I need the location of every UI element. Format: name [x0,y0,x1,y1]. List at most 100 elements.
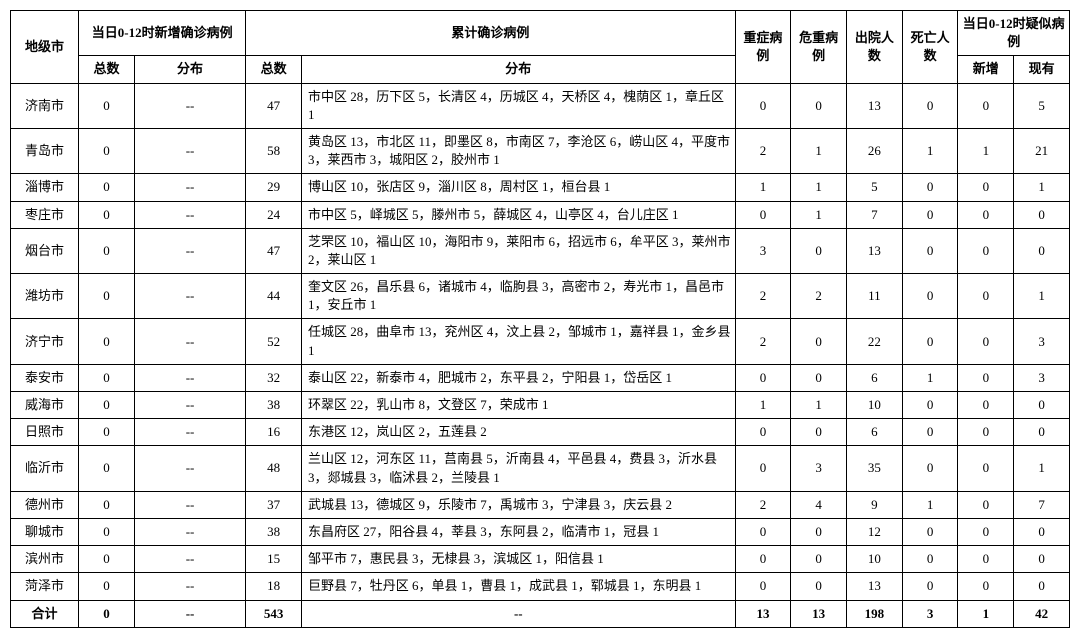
cell-cum-total: 29 [246,174,302,201]
cell-severe: 2 [735,274,791,319]
cell-discharged: 11 [847,274,903,319]
table-row: 临沂市0--48兰山区 12，河东区 11，莒南县 5，沂南县 4，平邑县 4，… [11,446,1070,491]
cell-cum-dist: 奎文区 26，昌乐县 6，诸城市 4，临朐县 3，高密市 2，寿光市 1，昌邑市… [302,274,736,319]
cell-cum-total: 38 [246,518,302,545]
cell-critical: 3 [791,446,847,491]
cell-add-dist: -- [134,83,245,128]
cell-susp-new: 0 [958,446,1014,491]
cell-critical: 0 [791,546,847,573]
cell-critical: 1 [791,174,847,201]
cell-deaths: 0 [902,274,958,319]
cell-deaths: 3 [902,600,958,627]
hdr-added-total: 总数 [79,56,135,83]
cell-cum-total: 16 [246,419,302,446]
cell-add-total: 0 [79,546,135,573]
cell-critical: 1 [791,392,847,419]
cell-discharged: 6 [847,364,903,391]
cell-susp-new: 0 [958,201,1014,228]
hdr-susp-new: 新增 [958,56,1014,83]
cell-discharged: 198 [847,600,903,627]
cell-add-total: 0 [79,83,135,128]
cell-susp-cur: 7 [1014,491,1070,518]
cell-add-dist: -- [134,546,245,573]
cell-city: 滨州市 [11,546,79,573]
cell-critical: 0 [791,518,847,545]
cell-severe: 0 [735,364,791,391]
table-row: 枣庄市0--24市中区 5，峄城区 5，滕州市 5，薛城区 4，山亭区 4，台儿… [11,201,1070,228]
cell-cum-total: 37 [246,491,302,518]
cell-susp-new: 0 [958,274,1014,319]
cell-severe: 13 [735,600,791,627]
cell-susp-new: 1 [958,128,1014,173]
cell-cum-dist: -- [302,600,736,627]
cell-severe: 0 [735,83,791,128]
cell-add-total: 0 [79,518,135,545]
cell-susp-new: 0 [958,228,1014,273]
cell-add-dist: -- [134,518,245,545]
cell-deaths: 1 [902,128,958,173]
cell-susp-cur: 0 [1014,201,1070,228]
cell-severe: 3 [735,228,791,273]
cell-discharged: 9 [847,491,903,518]
cell-city: 威海市 [11,392,79,419]
cell-add-total: 0 [79,228,135,273]
cell-discharged: 10 [847,546,903,573]
hdr-added-group: 当日0-12时新增确诊病例 [79,11,246,56]
cell-city: 枣庄市 [11,201,79,228]
table-row: 青岛市0--58黄岛区 13，市北区 11，即墨区 8，市南区 7，李沧区 6，… [11,128,1070,173]
cell-cum-dist: 巨野县 7，牡丹区 6，单县 1，曹县 1，成武县 1，郓城县 1，东明县 1 [302,573,736,600]
hdr-discharged: 出院人数 [847,11,903,84]
cell-deaths: 0 [902,228,958,273]
cell-discharged: 10 [847,392,903,419]
table-header: 地级市 当日0-12时新增确诊病例 累计确诊病例 重症病例 危重病例 出院人数 … [11,11,1070,84]
cell-add-total: 0 [79,128,135,173]
cell-deaths: 0 [902,392,958,419]
cell-critical: 0 [791,364,847,391]
cell-severe: 2 [735,491,791,518]
cell-add-total: 0 [79,419,135,446]
cell-discharged: 13 [847,83,903,128]
cell-severe: 1 [735,392,791,419]
cell-add-dist: -- [134,600,245,627]
cell-susp-new: 0 [958,573,1014,600]
cell-city: 聊城市 [11,518,79,545]
cell-add-dist: -- [134,392,245,419]
hdr-cum-dist: 分布 [302,56,736,83]
cell-city: 烟台市 [11,228,79,273]
hdr-susp-cur: 现有 [1014,56,1070,83]
cell-susp-new: 0 [958,518,1014,545]
cell-susp-new: 0 [958,83,1014,128]
cell-cum-total: 38 [246,392,302,419]
cell-cum-dist: 环翠区 22，乳山市 8，文登区 7，荣成市 1 [302,392,736,419]
cell-critical: 4 [791,491,847,518]
cell-add-total: 0 [79,174,135,201]
cell-discharged: 12 [847,518,903,545]
hdr-added-dist: 分布 [134,56,245,83]
cell-severe: 1 [735,174,791,201]
cell-city: 合计 [11,600,79,627]
cell-city: 青岛市 [11,128,79,173]
table-row: 淄博市0--29博山区 10，张店区 9，淄川区 8，周村区 1，桓台县 111… [11,174,1070,201]
cell-add-dist: -- [134,419,245,446]
hdr-cum-total: 总数 [246,56,302,83]
cell-cum-total: 24 [246,201,302,228]
cell-susp-new: 0 [958,546,1014,573]
cell-cum-total: 47 [246,228,302,273]
cell-susp-cur: 1 [1014,274,1070,319]
cell-cum-total: 18 [246,573,302,600]
table-row: 滨州市0--15邹平市 7，惠民县 3，无棣县 3，滨城区 1，阳信县 1001… [11,546,1070,573]
cell-severe: 2 [735,319,791,364]
cell-discharged: 22 [847,319,903,364]
cell-cum-total: 32 [246,364,302,391]
cell-add-total: 0 [79,319,135,364]
cell-susp-cur: 0 [1014,419,1070,446]
cell-cum-total: 58 [246,128,302,173]
cell-susp-new: 0 [958,491,1014,518]
cell-city: 潍坊市 [11,274,79,319]
cell-cum-dist: 市中区 5，峄城区 5，滕州市 5，薛城区 4，山亭区 4，台儿庄区 1 [302,201,736,228]
cell-susp-cur: 5 [1014,83,1070,128]
table-row: 威海市0--38环翠区 22，乳山市 8，文登区 7，荣成市 11110000 [11,392,1070,419]
table-row: 济宁市0--52任城区 28，曲阜市 13，兖州区 4，汶上县 2，邹城市 1，… [11,319,1070,364]
cell-critical: 0 [791,319,847,364]
hdr-susp-group: 当日0-12时疑似病例 [958,11,1070,56]
